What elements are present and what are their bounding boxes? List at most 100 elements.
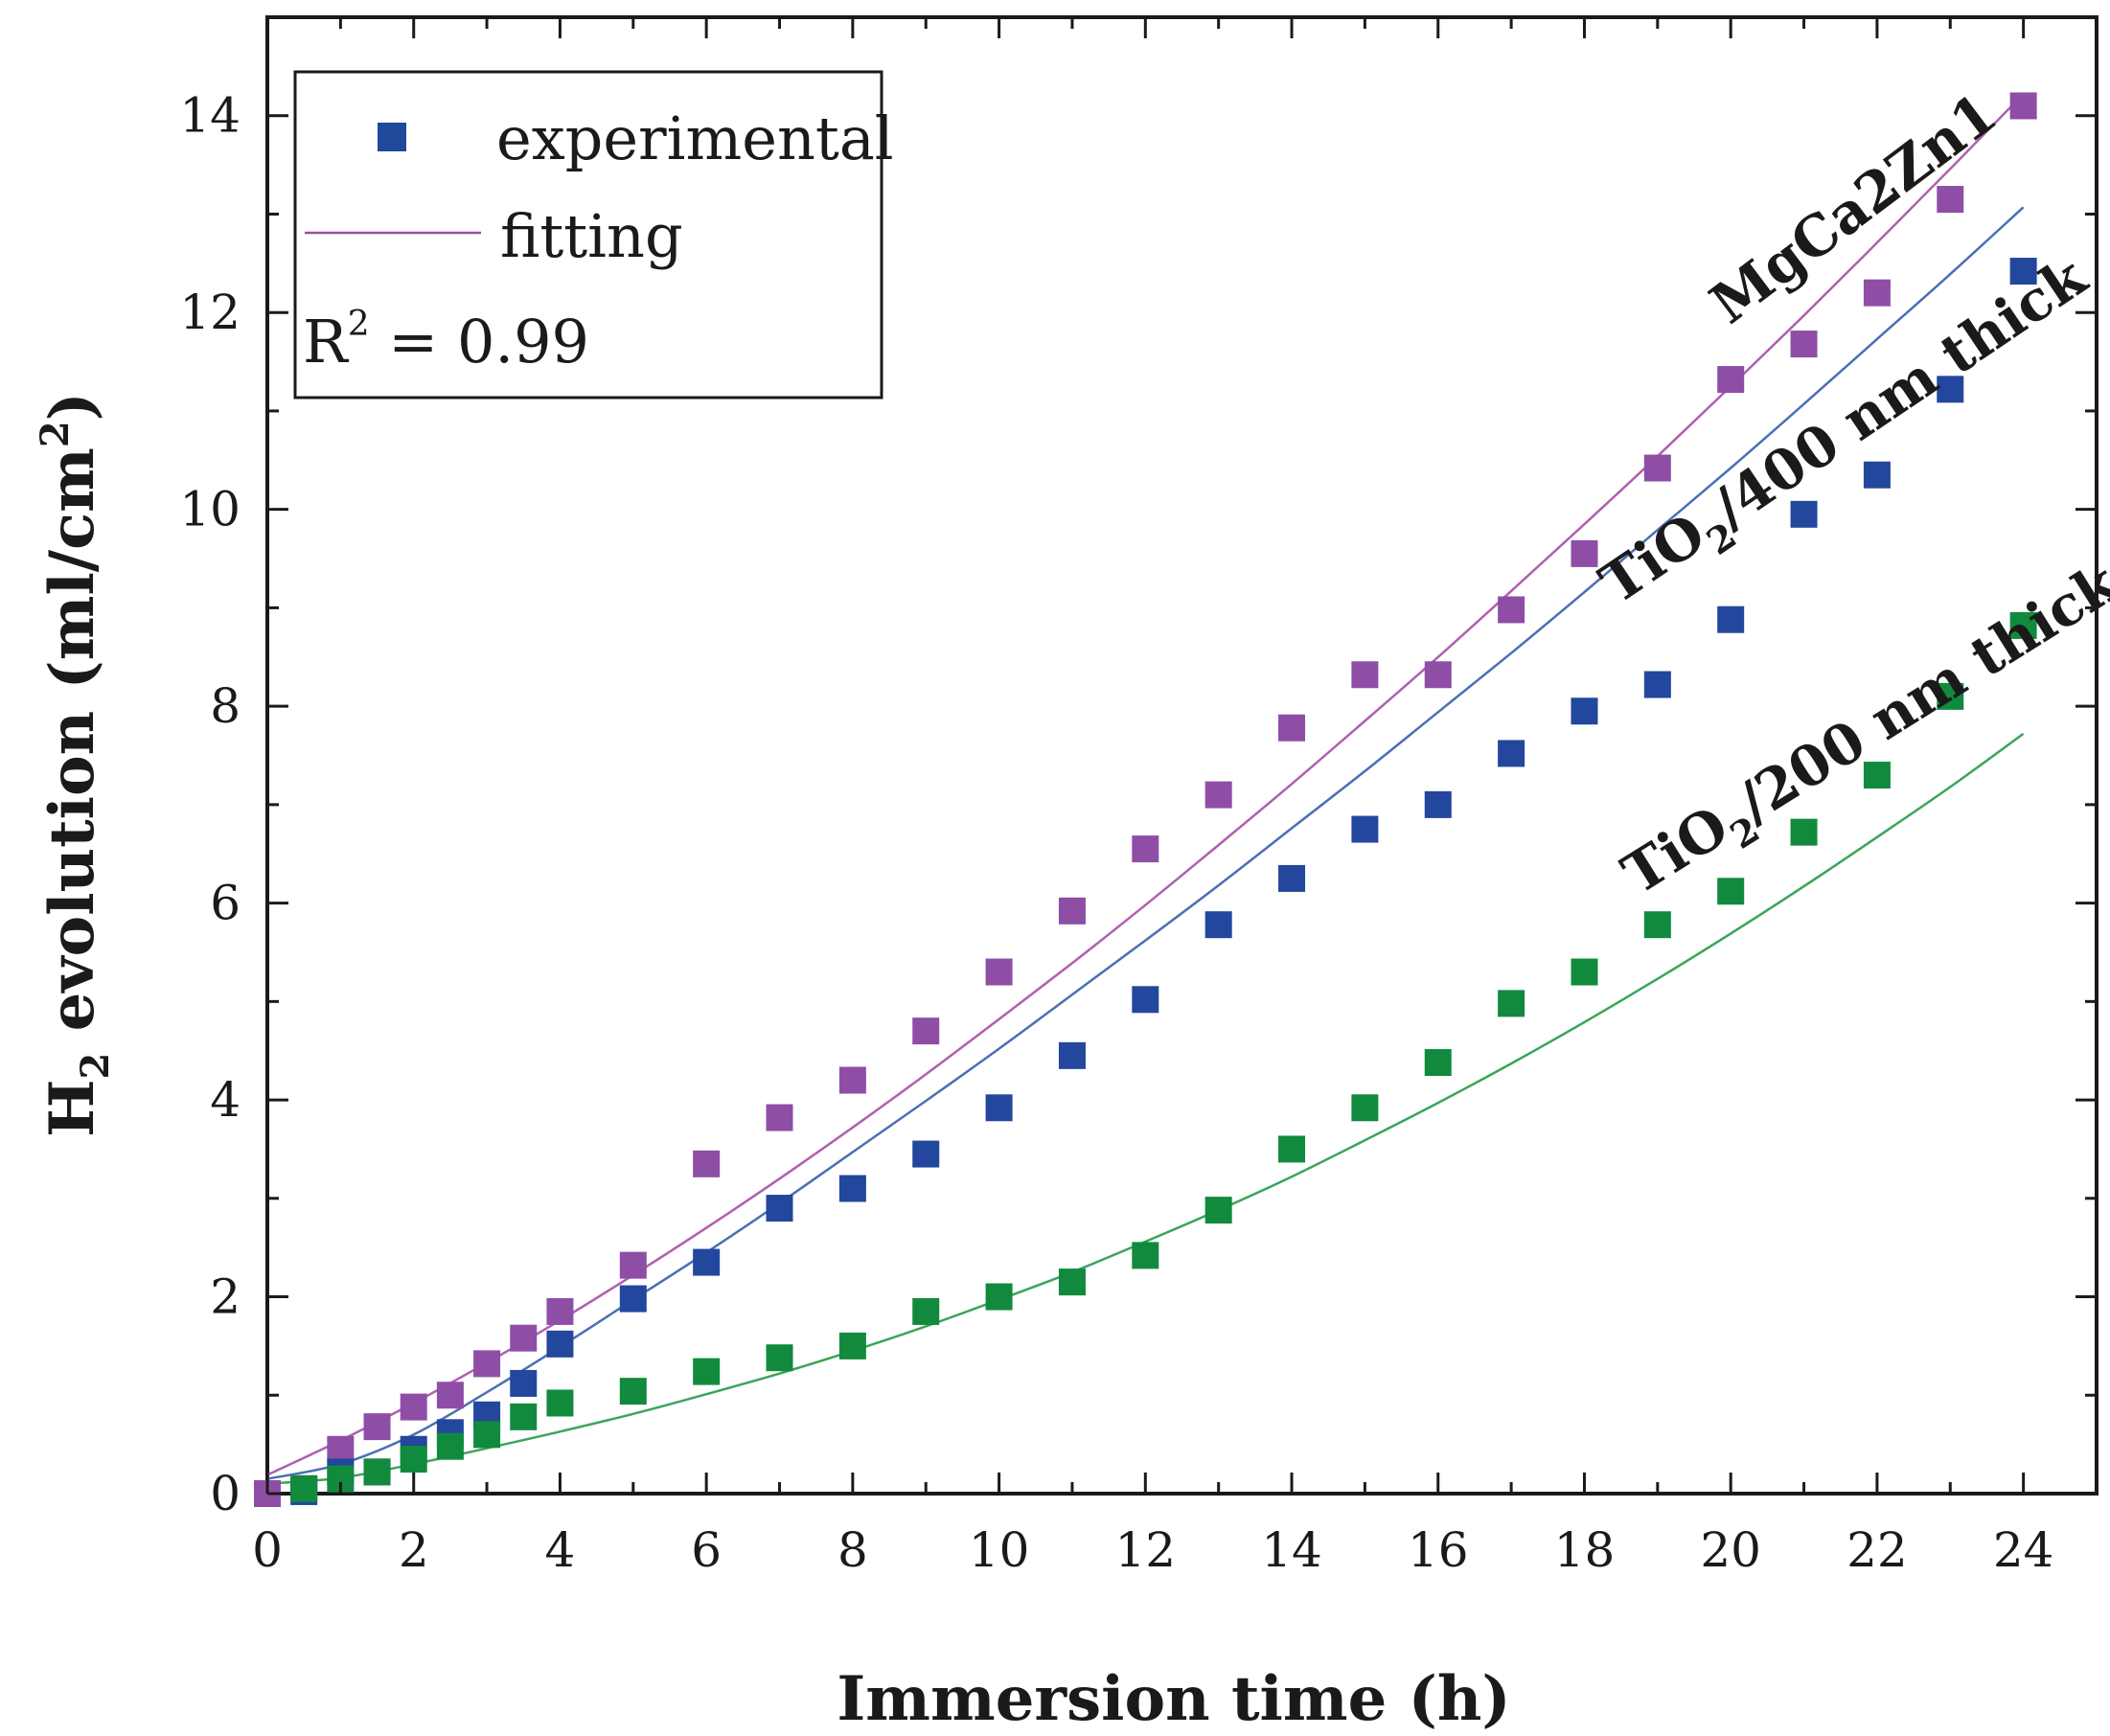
plot-frame (265, 15, 2099, 1496)
data-point-series-0 (546, 1297, 574, 1325)
data-point-series-1 (1351, 815, 1379, 843)
data-point-series-2 (436, 1432, 464, 1460)
data-point-series-2 (2009, 611, 2037, 639)
data-point-series-0 (1278, 714, 1306, 742)
data-point-series-1 (912, 1140, 940, 1168)
data-point-series-0 (1058, 897, 1086, 925)
data-point-series-2 (1937, 682, 1964, 710)
series-label-part: /200 nm thick (1727, 549, 2110, 835)
y-tick-label: 12 (179, 285, 241, 340)
series-label-part: TiO (1589, 501, 1717, 617)
data-point-series-0 (510, 1324, 538, 1352)
x-axis-ticks: 0 2 4 6 8 10 12 14 16 18 20 22 24 (252, 17, 2099, 1578)
series-label-1: TiO2/400 nm thick (1589, 243, 2105, 626)
y-axis-title-rest: evolution (ml/cm (36, 447, 108, 1052)
y-tick-label: 2 (210, 1269, 241, 1325)
data-point-series-1 (1424, 790, 1452, 818)
data-point-series-0 (912, 1017, 940, 1045)
data-point-series-0 (838, 1066, 866, 1094)
data-point-series-2 (473, 1421, 501, 1449)
data-point-series-0 (766, 1104, 793, 1131)
y-axis-title: H2 evolution (ml/cm2) (33, 392, 118, 1137)
y-axis-title-main: H (36, 1079, 108, 1136)
data-point-series-2 (1498, 990, 1525, 1017)
data-point-series-1 (1132, 986, 1159, 1014)
data-point-series-0 (1571, 539, 1598, 567)
y-tick-label: 10 (179, 482, 241, 537)
series-label-group-1: TiO2/400 nm thick (1589, 243, 2105, 626)
data-point-series-2 (1643, 911, 1671, 939)
data-point-series-0 (473, 1350, 501, 1378)
data-point-series-1 (766, 1195, 793, 1222)
series-label-2: TiO2/200 nm thick (1611, 549, 2110, 916)
x-tick-label: 2 (399, 1522, 429, 1578)
x-tick-label: 12 (1115, 1522, 1177, 1578)
x-tick-label: 4 (545, 1522, 576, 1578)
legend-experimental-marker (378, 123, 406, 151)
data-point-series-0 (327, 1435, 355, 1463)
data-point-series-2 (693, 1358, 721, 1385)
data-point-series-0 (1424, 661, 1452, 689)
data-point-series-0 (1717, 366, 1745, 394)
data-point-series-0 (1204, 781, 1232, 809)
legend-fitting-label: fitting (500, 201, 683, 271)
data-point-series-2 (1424, 1049, 1452, 1077)
data-point-series-2 (619, 1378, 647, 1405)
data-point-series-0 (693, 1150, 721, 1177)
data-point-series-1 (1937, 376, 1964, 403)
data-point-series-0 (2009, 92, 2037, 120)
data-point-series-1 (1058, 1041, 1086, 1069)
data-point-series-1 (1204, 911, 1232, 939)
legend-experimental-label: experimental (496, 103, 894, 173)
x-tick-label: 20 (1700, 1522, 1761, 1578)
data-point-series-0 (436, 1382, 464, 1409)
x-tick-label: 0 (252, 1522, 283, 1578)
data-point-series-0 (400, 1393, 427, 1421)
x-axis-title: Immersion time (h) (837, 1663, 1510, 1735)
legend-r2-prefix: R (303, 307, 350, 377)
y-tick-label: 0 (210, 1466, 241, 1521)
data-point-series-0 (1351, 661, 1379, 689)
data-point-series-1 (1717, 605, 1745, 633)
data-point-series-1 (619, 1285, 647, 1313)
y-axis-title-sup: 2 (33, 421, 78, 447)
data-point-series-2 (1058, 1268, 1086, 1296)
y-tick-label: 4 (210, 1072, 241, 1128)
data-point-series-1 (1643, 671, 1671, 698)
data-point-series-2 (838, 1332, 866, 1359)
y-axis-title-end: ) (36, 392, 108, 421)
data-point-series-0 (1643, 454, 1671, 482)
data-point-series-2 (1717, 878, 1745, 905)
legend-r2: R2 = 0.99 (303, 305, 589, 377)
y-tick-label: 14 (179, 88, 241, 144)
markers (254, 92, 2037, 1507)
data-point-series-0 (1790, 331, 1818, 358)
data-point-series-1 (1571, 697, 1598, 725)
data-point-series-2 (510, 1403, 538, 1430)
data-point-series-2 (1204, 1197, 1232, 1224)
data-point-series-1 (985, 1094, 1013, 1122)
data-point-series-1 (2009, 258, 2037, 286)
x-tick-label: 8 (837, 1522, 868, 1578)
x-tick-label: 6 (691, 1522, 722, 1578)
data-point-series-2 (400, 1446, 427, 1473)
x-tick-label: 22 (1846, 1522, 1908, 1578)
data-point-series-0 (1132, 835, 1159, 863)
data-point-series-2 (1351, 1094, 1379, 1122)
data-point-series-1 (1498, 740, 1525, 767)
data-point-series-1 (693, 1248, 721, 1276)
legend-r2-value: = 0.99 (370, 307, 589, 377)
x-tick-label: 18 (1554, 1522, 1616, 1578)
data-point-series-0 (1937, 186, 1964, 214)
y-axis-ticks: 0 2 4 6 8 10 12 14 (179, 15, 2097, 1521)
data-point-series-2 (1278, 1135, 1306, 1163)
data-point-series-1 (510, 1369, 538, 1397)
data-point-series-2 (363, 1458, 391, 1486)
data-point-series-0 (619, 1251, 647, 1279)
data-point-series-2 (1863, 762, 1891, 789)
data-point-series-1 (838, 1175, 866, 1202)
x-tick-label: 10 (969, 1522, 1030, 1578)
x-tick-label: 14 (1261, 1522, 1322, 1578)
y-tick-label: 8 (210, 678, 241, 734)
